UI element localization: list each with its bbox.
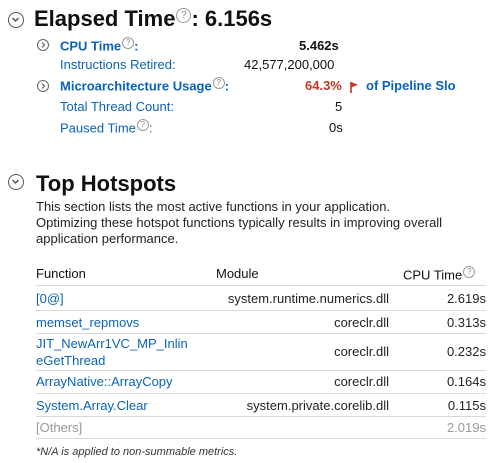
- collapse-elapsed-icon[interactable]: [8, 12, 24, 28]
- hotspot-module: coreclr.dll: [334, 344, 389, 359]
- hotspot-function-link[interactable]: System.Array.Clear: [36, 398, 148, 413]
- instructions-retired-label: Instructions Retired:: [60, 57, 176, 72]
- elapsed-time-heading: Elapsed Time?: 6.156s: [34, 6, 272, 32]
- expand-cpu-time-icon[interactable]: [37, 39, 49, 51]
- hotspots-description: This section lists the most active funct…: [36, 199, 443, 246]
- hotspot-function-link[interactable]: [0@]: [36, 291, 64, 306]
- help-icon[interactable]: ?: [136, 119, 149, 131]
- thread-count-value: 5: [335, 99, 343, 114]
- paused-time-label: Paused Time?:: [60, 119, 153, 136]
- hotspot-cpu-time: 2.619s: [446, 291, 486, 306]
- hotspot-module: system.private.corelib.dll: [246, 398, 389, 413]
- hotspot-function-link[interactable]: memset_repmovs: [36, 315, 140, 330]
- microarch-usage-label[interactable]: Microarchitecture Usage?:: [60, 77, 230, 94]
- footnote: *N/A is applied to non-summable metrics.: [36, 446, 238, 458]
- hotspot-others-label: [Others]: [36, 420, 83, 435]
- hotspot-module: coreclr.dll: [334, 374, 389, 389]
- hotspot-module: coreclr.dll: [334, 315, 389, 330]
- elapsed-time-value: : 6.156s: [191, 6, 273, 31]
- column-header-cpu-time[interactable]: CPU Time?: [403, 266, 476, 282]
- hotspot-cpu-time: 0.115s: [447, 398, 486, 413]
- microarch-usage-suffix: of Pipeline Slo: [366, 78, 456, 93]
- hotspot-cpu-time: 0.232s: [446, 344, 486, 359]
- hotspot-cpu-time: 0.164s: [446, 374, 486, 389]
- hotspot-function-link[interactable]: JIT_NewArr1VC_MP_Inlin eGetThread: [36, 336, 188, 368]
- microarch-usage-value: 64.3%: [305, 78, 342, 93]
- help-icon[interactable]: ?: [463, 266, 476, 278]
- paused-time-value: 0s: [329, 120, 343, 135]
- hotspot-module: system.runtime.numerics.dll: [227, 291, 389, 306]
- thread-count-label: Total Thread Count:: [60, 99, 174, 114]
- hotspot-others-cpu-time: 2.019s: [446, 420, 486, 435]
- help-icon[interactable]: ?: [176, 7, 192, 23]
- instructions-retired-value: 42,577,200,000: [244, 57, 335, 72]
- help-icon[interactable]: ?: [212, 77, 225, 89]
- column-header-function[interactable]: Function: [36, 266, 86, 281]
- cpu-time-value: 5.462s: [299, 38, 339, 53]
- help-icon[interactable]: ?: [122, 37, 135, 49]
- hotspot-cpu-time: 0.313s: [446, 315, 486, 330]
- cpu-time-label[interactable]: CPU Time?:: [60, 37, 139, 54]
- top-hotspots-heading: Top Hotspots: [36, 171, 177, 196]
- red-flag-icon: [350, 80, 359, 98]
- column-header-module[interactable]: Module: [216, 266, 259, 281]
- collapse-hotspots-icon[interactable]: [8, 174, 24, 190]
- elapsed-time-label: Elapsed Time: [34, 6, 176, 31]
- hotspot-function-link[interactable]: ArrayNative::ArrayCopy: [36, 374, 173, 389]
- expand-microarch-icon[interactable]: [37, 80, 49, 92]
